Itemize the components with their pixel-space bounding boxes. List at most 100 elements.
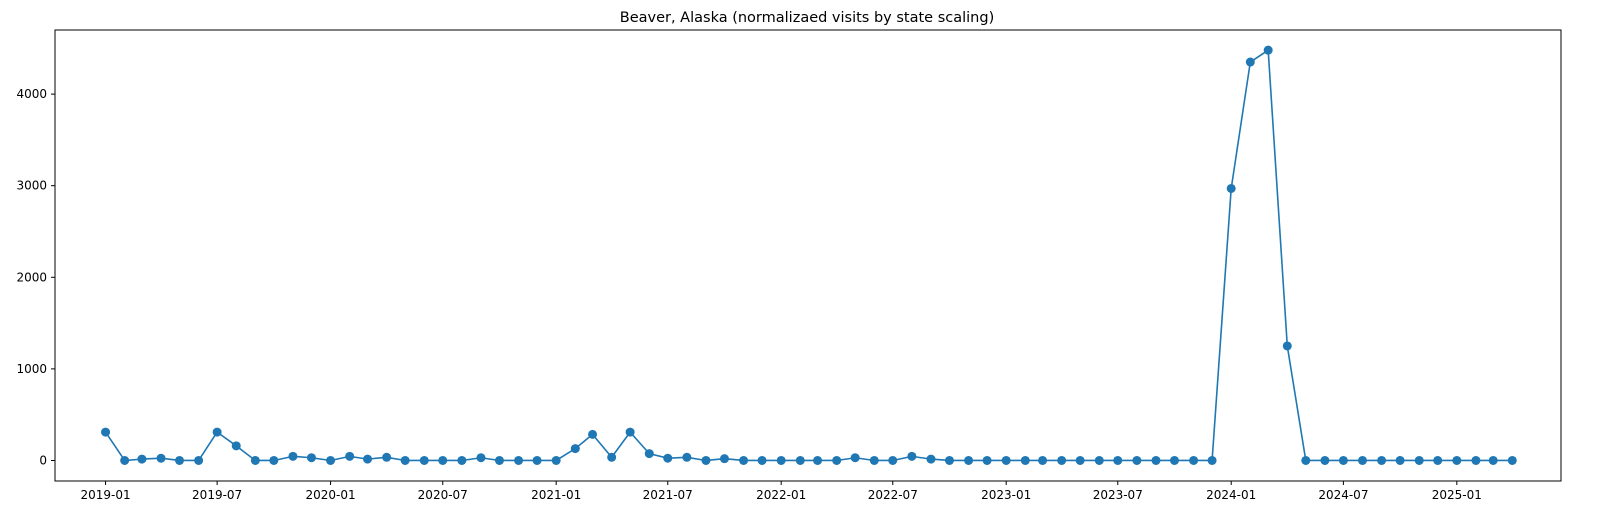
data-point [363,454,373,464]
data-point [739,455,749,465]
x-tick-label: 2021-07 [643,488,693,502]
data-point [588,429,598,439]
y-axis-ticks: 0 1000 2000 3000 4000 [16,87,55,467]
data-point [907,451,917,461]
data-point [1151,455,1161,465]
data-point [1094,455,1104,465]
data-point [1245,57,1255,67]
data-point [1471,455,1481,465]
x-tick-label: 2024-07 [1318,488,1368,502]
data-point [1075,455,1085,465]
data-point [212,427,222,437]
y-tick-label: 2000 [16,270,47,284]
data-point [457,455,467,465]
data-point [1507,455,1517,465]
x-tick-label: 2019-07 [192,488,242,502]
data-point [1113,455,1123,465]
data-point [682,452,692,462]
data-point [850,453,860,463]
x-tick-label: 2023-01 [981,488,1031,502]
data-point [1207,455,1217,465]
x-tick-label: 2024-01 [1206,488,1256,502]
data-point [1263,45,1273,55]
data-point [1226,183,1236,193]
data-point [1433,455,1443,465]
data-point [795,455,805,465]
data-point [120,455,130,465]
data-point [944,455,954,465]
data-point [400,455,410,465]
data-point [345,451,355,461]
data-point [438,455,448,465]
x-axis-ticks: 2019-01 2019-07 2020-01 2020-07 2021-01 2021-… [80,481,1482,502]
data-point [1338,455,1348,465]
y-tick-label: 0 [39,453,47,467]
data-point [194,455,204,465]
data-point [231,441,241,451]
x-tick-label: 2022-07 [868,488,918,502]
data-point [1358,455,1367,465]
data-point [701,455,711,465]
data-point [776,455,786,465]
data-point [757,455,767,465]
series-markers [101,45,1517,465]
data-point [1452,455,1462,465]
chart-title: Beaver, Alaska (normalizaed visits by st… [620,10,994,26]
data-point [1189,455,1199,465]
data-point [494,455,504,465]
data-point [1057,455,1067,465]
data-point [156,453,166,463]
data-point [1301,455,1311,465]
data-point [1001,455,1011,465]
data-point [137,454,147,464]
data-point [1282,341,1292,351]
data-point [813,455,823,465]
data-point [926,454,936,464]
x-tick-label: 2020-07 [418,488,468,502]
data-point [1169,455,1179,465]
x-tick-label: 2020-01 [305,488,355,502]
data-point [1377,455,1387,465]
data-point [607,452,617,462]
data-point [476,453,486,463]
data-point [250,455,260,465]
data-point [1488,455,1498,465]
x-tick-label: 2021-01 [531,488,581,502]
data-point [1395,455,1405,465]
x-tick-label: 2019-01 [80,488,130,502]
y-tick-label: 4000 [16,87,47,101]
x-tick-label: 2022-01 [756,488,806,502]
data-point [419,455,429,465]
data-point [551,455,561,465]
data-point [382,452,392,462]
data-point [663,453,673,463]
data-point [288,451,298,461]
x-tick-label: 2023-07 [1093,488,1143,502]
y-tick-label: 3000 [16,179,47,193]
data-point [1132,455,1142,465]
series-line [104,49,1513,462]
data-point [888,455,898,465]
data-point [644,449,654,459]
y-tick-label: 1000 [16,362,47,376]
data-point [532,455,542,465]
data-point [570,444,580,454]
data-point [832,455,842,465]
x-tick-label: 2025-01 [1432,488,1482,502]
data-point [175,455,185,465]
data-point [625,427,635,437]
data-point [269,455,279,465]
plot-frame [54,29,1562,482]
data-point [306,453,316,463]
data-point [326,455,336,465]
data-point [101,427,111,437]
data-point [869,455,879,465]
data-point [982,455,992,465]
data-point [514,455,524,465]
data-point [1320,455,1330,465]
data-point [964,455,974,465]
data-point [1038,455,1048,465]
data-point [1414,455,1424,465]
data-point [1020,455,1030,465]
